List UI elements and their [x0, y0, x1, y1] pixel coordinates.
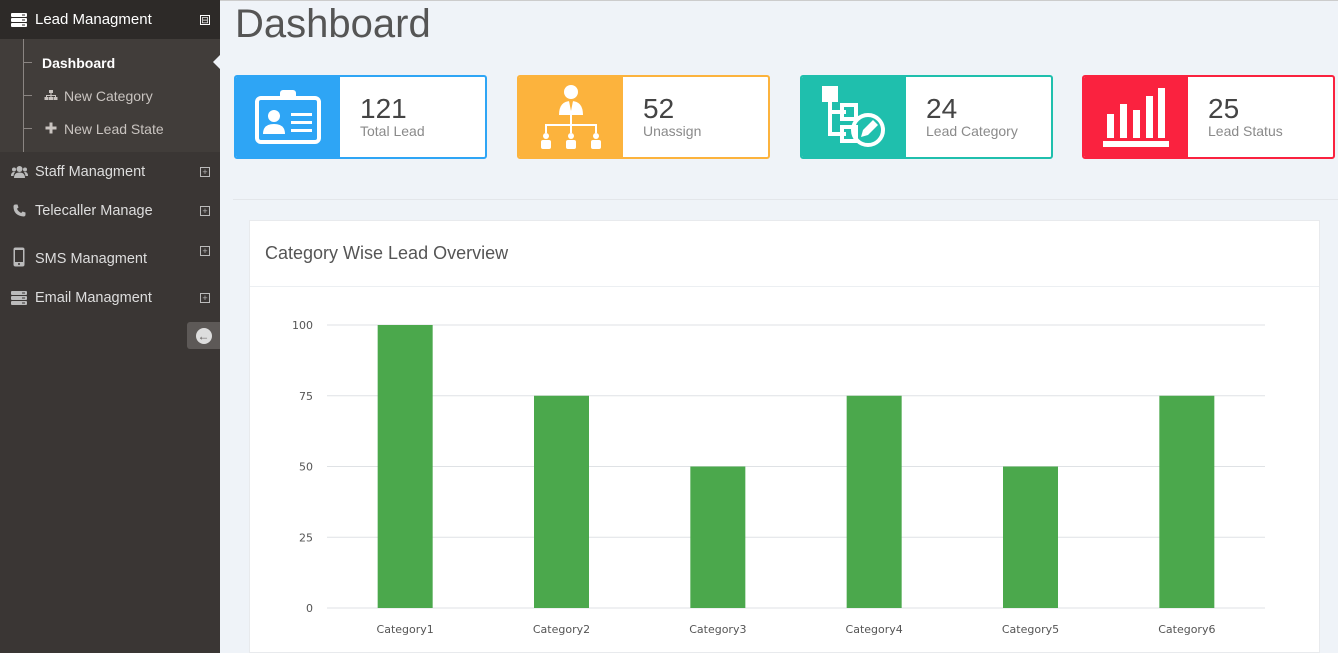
id-card-icon: [236, 77, 340, 157]
lead-submenu: Dashboard New Category New Lead State: [0, 39, 220, 152]
stat-label: Total Lead: [360, 123, 425, 139]
y-tick-label: 75: [299, 390, 313, 403]
y-tick-label: 0: [306, 602, 313, 615]
top-border: [220, 0, 1338, 1]
nav-lead-managment[interactable]: Lead Managment ⊟: [0, 0, 220, 39]
nav-staff-managment[interactable]: Staff Managment +: [0, 152, 220, 191]
org-chart-icon: [519, 77, 623, 157]
mobile-icon: [10, 246, 28, 268]
stat-card-unassign[interactable]: 52 Unassign: [517, 75, 770, 159]
stat-label: Lead Status: [1208, 123, 1283, 139]
users-icon: [10, 164, 28, 180]
x-tick-label: Category6: [1158, 623, 1215, 636]
x-tick-label: Category5: [1002, 623, 1059, 636]
y-tick-label: 100: [292, 319, 313, 332]
phone-icon: [10, 203, 28, 219]
expand-toggle-icon[interactable]: +: [200, 246, 210, 256]
server-icon: [10, 290, 28, 306]
sitemap-icon: [44, 88, 58, 102]
collapse-toggle-icon[interactable]: ⊟: [200, 14, 210, 25]
plus-icon: [44, 121, 58, 135]
tree-tick: [24, 62, 32, 63]
bar: [534, 395, 589, 608]
nav-email-managment[interactable]: Email Managment +: [0, 278, 220, 317]
expand-toggle-icon[interactable]: +: [200, 166, 210, 177]
sidebar-item-label: Dashboard: [42, 54, 116, 71]
category-edit-icon: [802, 77, 906, 157]
bar-chart-icon: [1084, 77, 1188, 157]
stat-value: 25: [1208, 93, 1240, 124]
bar: [846, 395, 902, 608]
sidebar-item-label: New Lead State: [64, 120, 164, 137]
server-icon: [10, 12, 28, 28]
nav-telecaller-manage[interactable]: Telecaller Manage +: [0, 191, 220, 230]
nav-telecaller-label: Telecaller Manage: [35, 202, 153, 219]
sidebar-collapse-button[interactable]: ←: [187, 322, 220, 349]
nav-sms-managment[interactable]: SMS Managment +: [0, 234, 220, 280]
stat-value: 121: [360, 93, 407, 124]
stat-label: Unassign: [643, 123, 702, 139]
x-tick-label: Category4: [846, 623, 903, 636]
page-title: Dashboard: [235, 2, 431, 46]
stat-value: 24: [926, 93, 958, 124]
arrow-circle-left-icon: ←: [195, 327, 212, 344]
stat-label: Lead Category: [926, 123, 1018, 139]
sidebar: Lead Managment ⊟ Dashboard New Category …: [0, 0, 220, 653]
bar: [1003, 466, 1058, 608]
tree-tick: [24, 128, 32, 129]
nav-sms-label: SMS Managment: [35, 251, 148, 267]
section-divider: [233, 199, 1338, 200]
sidebar-item-label: New Category: [64, 87, 153, 104]
bar: [1159, 395, 1215, 608]
tree-tick: [24, 95, 32, 96]
nav-email-label: Email Managment: [35, 289, 152, 306]
stat-card-lead-status[interactable]: 25 Lead Status: [1082, 75, 1335, 159]
x-tick-label: Category2: [533, 623, 590, 636]
sidebar-item-new-lead-state[interactable]: New Lead State: [0, 112, 220, 145]
y-tick-label: 25: [299, 531, 313, 544]
sidebar-item-new-category[interactable]: New Category: [0, 79, 220, 112]
tree-line: [23, 39, 24, 152]
x-tick-label: Category3: [689, 623, 746, 636]
expand-toggle-icon[interactable]: +: [200, 292, 210, 303]
bar: [377, 325, 433, 608]
bar-chart: 0 25 50 75 100 Category1 Category2 Category3 Cat…: [292, 319, 1265, 636]
active-caret: [213, 55, 220, 69]
stat-card-total-lead[interactable]: 121 Total Lead: [234, 75, 487, 159]
nav-lead-label: Lead Managment: [35, 11, 152, 28]
chart-panel: Category Wise Lead Overview 0 25 50 75 100 Ca…: [249, 220, 1320, 653]
panel-separator: [250, 286, 1319, 287]
x-tick-label: Category1: [377, 623, 434, 636]
stat-card-lead-category[interactable]: 24 Lead Category: [800, 75, 1053, 159]
panel-title: Category Wise Lead Overview: [265, 243, 509, 263]
y-tick-label: 50: [299, 461, 313, 474]
stat-value: 52: [643, 93, 675, 124]
nav-staff-label: Staff Managment: [35, 163, 146, 180]
sidebar-item-dashboard[interactable]: Dashboard: [0, 46, 220, 79]
expand-toggle-icon[interactable]: +: [200, 205, 210, 216]
bar: [690, 466, 746, 608]
